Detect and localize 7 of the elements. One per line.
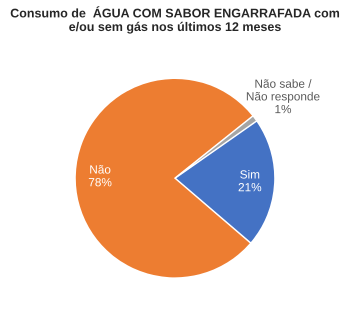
data-label: 78% xyxy=(88,178,112,186)
chart-title: Consumo de ÁGUA COM SABOR ENGARRAFADA com e/ou sem gás nos últimos 12 meses xyxy=(10,6,340,34)
slice-label: Sim xyxy=(240,170,260,179)
data-label: 21% xyxy=(238,182,262,192)
slice-label: Não sabe / Não responde xyxy=(246,79,320,103)
data-label: 1% xyxy=(275,104,292,114)
slice-label: Não xyxy=(90,165,110,174)
